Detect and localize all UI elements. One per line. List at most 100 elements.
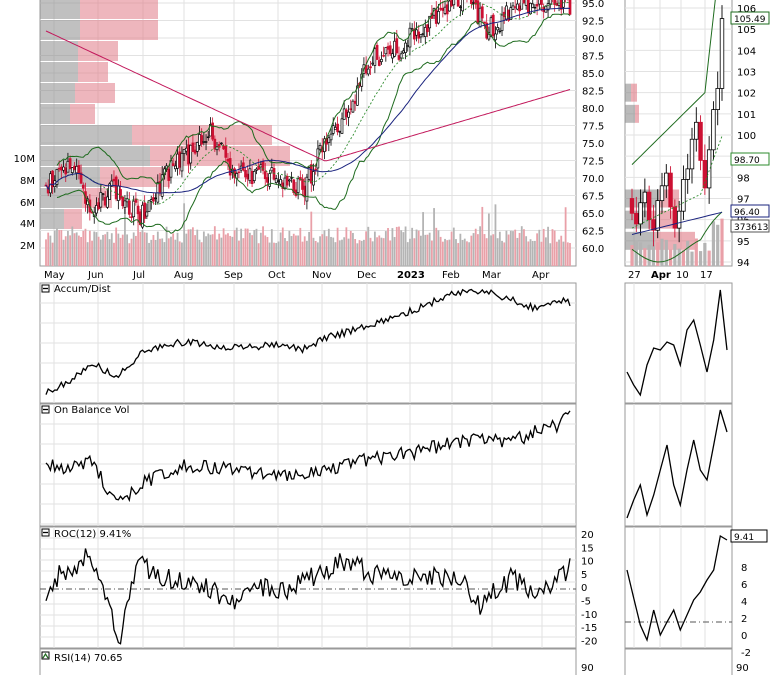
- roc-axis: 20 15 10 5 0 -5 -10 -15 -20: [581, 530, 597, 647]
- volume-bar: [67, 230, 69, 266]
- candle-body: [68, 158, 72, 170]
- candle-body: [443, 6, 447, 14]
- zoom-price-axis-tick: 105: [737, 25, 756, 36]
- volume-bar: [538, 229, 541, 266]
- candle-body: [57, 167, 61, 170]
- candle-body: [318, 145, 322, 150]
- candle-body: [261, 161, 265, 171]
- volume-bar: [58, 230, 61, 266]
- candle-body: [366, 68, 370, 75]
- candle-body: [421, 32, 425, 35]
- volume-bar: [343, 237, 346, 266]
- volume-bar: [439, 236, 442, 266]
- volume-bar: [549, 243, 552, 266]
- volume-bar: [286, 241, 289, 266]
- volume-bar: [457, 243, 460, 266]
- volume-bar: [115, 227, 118, 266]
- candle-body: [274, 178, 278, 184]
- candle-body: [121, 196, 125, 207]
- volume-bar: [369, 237, 372, 266]
- volume-bar: [69, 235, 72, 266]
- volume-bar: [262, 226, 264, 266]
- candle-body: [399, 53, 403, 59]
- volume-bar: [417, 230, 420, 266]
- zoom-volume-bar: [711, 221, 716, 266]
- candle-body: [97, 202, 100, 210]
- zoom-price-tag-text: 98.70: [734, 156, 760, 166]
- volume-bar: [281, 227, 284, 266]
- vbp-bar-down: [75, 83, 115, 103]
- volume-bar: [77, 235, 80, 266]
- candle-body: [402, 50, 405, 54]
- volume-bar: [553, 230, 556, 266]
- volume-bar: [148, 242, 150, 266]
- volume-bar: [126, 234, 129, 266]
- volume-bar: [437, 230, 440, 266]
- candle-body: [498, 30, 502, 33]
- volume-bar: [516, 237, 519, 266]
- volume-bar: [349, 230, 352, 266]
- volume-bar: [196, 229, 199, 266]
- candle-body: [127, 200, 131, 215]
- candle-body: [415, 29, 418, 36]
- zoom-volume-bar: [651, 245, 656, 266]
- volume-bar: [534, 240, 536, 266]
- candle-body: [268, 173, 271, 187]
- candle-body: [419, 34, 423, 38]
- candle-body: [211, 122, 214, 140]
- zoom-vbp-bar-up: [625, 83, 631, 102]
- zoom-price-axis-tick: 102: [737, 89, 756, 100]
- volume-bar: [218, 233, 221, 266]
- candle-body: [314, 168, 318, 171]
- zoom-candle-body: [694, 121, 699, 140]
- candle-body: [516, 3, 519, 10]
- zoom-date-label: 27: [628, 270, 641, 281]
- volume-bar: [529, 239, 532, 266]
- candle-body: [263, 171, 267, 180]
- zoom-price-tag-box: [730, 204, 770, 218]
- zoom-price-axis-tick: 95: [737, 237, 750, 248]
- volume-bar: [47, 232, 50, 266]
- volume-bar: [378, 235, 381, 266]
- candle-body: [489, 17, 493, 37]
- volume-bar: [316, 242, 319, 266]
- vbp-bar-down: [70, 104, 95, 124]
- volume-bar: [99, 239, 102, 266]
- volume-bar: [560, 235, 563, 266]
- candle-body: [154, 197, 157, 200]
- candle-body: [136, 205, 140, 215]
- candle-body: [406, 45, 410, 47]
- zoom-price-axis-tick: 101: [737, 110, 756, 121]
- accum-dist-line: [45, 288, 571, 395]
- volume-bar: [248, 232, 251, 266]
- vbp-bar-up: [40, 209, 64, 229]
- candle-body: [149, 199, 153, 202]
- roc-axis-tick: 15: [581, 543, 594, 554]
- zoom-date-label: Apr: [651, 270, 671, 281]
- candle-body: [244, 169, 247, 178]
- roc-axis-tick: 0: [581, 583, 587, 594]
- volume-bar: [415, 229, 418, 266]
- candle-body: [123, 200, 127, 208]
- volume-bar: [470, 235, 473, 266]
- candle-body: [266, 177, 269, 183]
- zoom-candle-body: [702, 159, 708, 189]
- volume-bar: [422, 212, 425, 266]
- candle-body: [417, 31, 421, 39]
- zoom-candle-body: [634, 212, 639, 225]
- volume-bar: [56, 228, 58, 266]
- volume-axis-tick: 2M: [20, 241, 35, 252]
- price-overlays: [45, 0, 571, 234]
- zoom-volume-bar: [720, 218, 724, 266]
- zoom-candle-body: [689, 138, 695, 170]
- volume-bar: [170, 236, 172, 266]
- volume-bar: [477, 234, 479, 266]
- candle-body: [222, 145, 225, 150]
- candle-body: [426, 24, 429, 33]
- volume-bar: [391, 228, 394, 266]
- volume-axis-tick: 6M: [20, 198, 35, 209]
- zoom-volume-bar: [681, 250, 686, 266]
- candle-body: [204, 141, 208, 143]
- zoom-obv-frame: [624, 403, 733, 527]
- volume-bar: [187, 229, 190, 266]
